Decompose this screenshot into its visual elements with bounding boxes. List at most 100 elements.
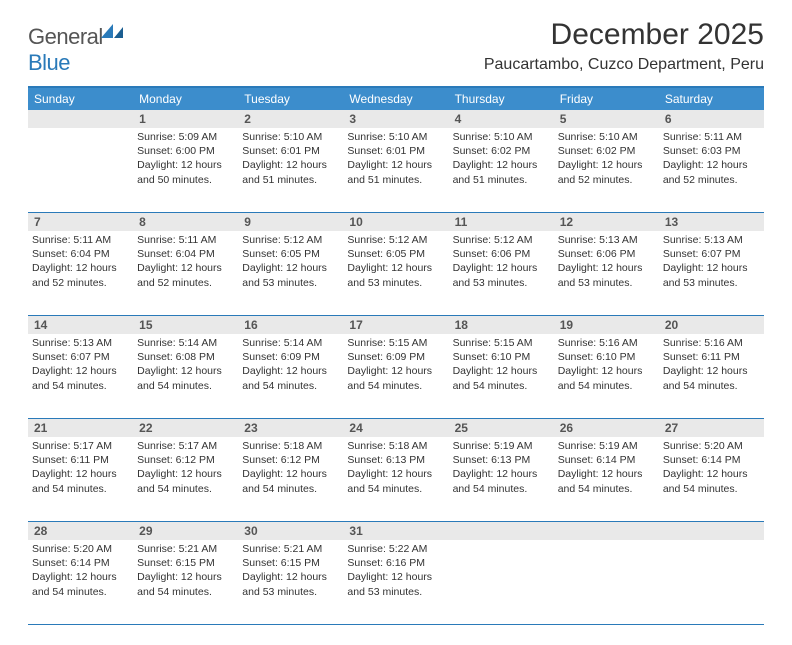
day-number: 20 [659,316,764,334]
day-number-row: 28293031 [28,522,764,540]
week-row: Sunrise: 5:17 AMSunset: 6:11 PMDaylight:… [28,437,764,522]
weekday-header-row: SundayMondayTuesdayWednesdayThursdayFrid… [28,88,764,110]
day-details: Sunrise: 5:10 AMSunset: 6:02 PMDaylight:… [453,130,549,187]
calendar-grid: SundayMondayTuesdayWednesdayThursdayFrid… [28,86,764,625]
logo-text: GeneralBlue [28,24,123,76]
day-cell: Sunrise: 5:10 AMSunset: 6:02 PMDaylight:… [449,128,554,212]
day-details: Sunrise: 5:11 AMSunset: 6:04 PMDaylight:… [32,233,128,290]
calendar-page: GeneralBlue December 2025 Paucartambo, C… [0,0,792,645]
day-details: Sunrise: 5:10 AMSunset: 6:02 PMDaylight:… [558,130,654,187]
day-cell: Sunrise: 5:20 AMSunset: 6:14 PMDaylight:… [28,540,133,624]
weekday-header: Monday [133,88,238,110]
day-cell: Sunrise: 5:10 AMSunset: 6:02 PMDaylight:… [554,128,659,212]
day-details: Sunrise: 5:13 AMSunset: 6:06 PMDaylight:… [558,233,654,290]
day-cell: Sunrise: 5:20 AMSunset: 6:14 PMDaylight:… [659,437,764,521]
day-cell: Sunrise: 5:19 AMSunset: 6:14 PMDaylight:… [554,437,659,521]
month-title: December 2025 [484,18,764,52]
day-cell [554,540,659,624]
week-row: Sunrise: 5:20 AMSunset: 6:14 PMDaylight:… [28,540,764,625]
day-details: Sunrise: 5:18 AMSunset: 6:13 PMDaylight:… [347,439,443,496]
week-row: Sunrise: 5:13 AMSunset: 6:07 PMDaylight:… [28,334,764,419]
day-details: Sunrise: 5:21 AMSunset: 6:15 PMDaylight:… [242,542,338,599]
day-details: Sunrise: 5:10 AMSunset: 6:01 PMDaylight:… [347,130,443,187]
day-number: 5 [554,110,659,128]
day-cell: Sunrise: 5:10 AMSunset: 6:01 PMDaylight:… [343,128,448,212]
weekday-header: Saturday [659,88,764,110]
day-cell: Sunrise: 5:17 AMSunset: 6:12 PMDaylight:… [133,437,238,521]
day-details: Sunrise: 5:13 AMSunset: 6:07 PMDaylight:… [663,233,759,290]
day-number: 1 [133,110,238,128]
day-number-row: 21222324252627 [28,419,764,437]
day-details: Sunrise: 5:15 AMSunset: 6:10 PMDaylight:… [453,336,549,393]
weekday-header: Friday [554,88,659,110]
day-number [449,522,554,540]
day-details: Sunrise: 5:22 AMSunset: 6:16 PMDaylight:… [347,542,443,599]
day-cell: Sunrise: 5:11 AMSunset: 6:04 PMDaylight:… [133,231,238,315]
day-details: Sunrise: 5:17 AMSunset: 6:11 PMDaylight:… [32,439,128,496]
day-cell: Sunrise: 5:10 AMSunset: 6:01 PMDaylight:… [238,128,343,212]
day-number: 31 [343,522,448,540]
day-details: Sunrise: 5:19 AMSunset: 6:14 PMDaylight:… [558,439,654,496]
weekday-header: Tuesday [238,88,343,110]
day-cell: Sunrise: 5:15 AMSunset: 6:09 PMDaylight:… [343,334,448,418]
logo: GeneralBlue [28,24,123,76]
day-number-row: 78910111213 [28,213,764,231]
day-details: Sunrise: 5:12 AMSunset: 6:06 PMDaylight:… [453,233,549,290]
day-cell: Sunrise: 5:11 AMSunset: 6:04 PMDaylight:… [28,231,133,315]
day-cell: Sunrise: 5:18 AMSunset: 6:12 PMDaylight:… [238,437,343,521]
day-cell: Sunrise: 5:16 AMSunset: 6:11 PMDaylight:… [659,334,764,418]
location-label: Paucartambo, Cuzco Department, Peru [484,56,764,74]
day-details: Sunrise: 5:15 AMSunset: 6:09 PMDaylight:… [347,336,443,393]
day-cell: Sunrise: 5:13 AMSunset: 6:06 PMDaylight:… [554,231,659,315]
day-number: 8 [133,213,238,231]
day-number: 25 [449,419,554,437]
day-number [659,522,764,540]
day-number: 16 [238,316,343,334]
logo-sail-icon [101,18,123,32]
day-number: 14 [28,316,133,334]
day-cell: Sunrise: 5:14 AMSunset: 6:09 PMDaylight:… [238,334,343,418]
day-details: Sunrise: 5:11 AMSunset: 6:04 PMDaylight:… [137,233,233,290]
day-number: 12 [554,213,659,231]
day-details: Sunrise: 5:10 AMSunset: 6:01 PMDaylight:… [242,130,338,187]
day-cell: Sunrise: 5:12 AMSunset: 6:06 PMDaylight:… [449,231,554,315]
day-details: Sunrise: 5:17 AMSunset: 6:12 PMDaylight:… [137,439,233,496]
day-number: 28 [28,522,133,540]
logo-word2: Blue [28,50,70,75]
day-details: Sunrise: 5:19 AMSunset: 6:13 PMDaylight:… [453,439,549,496]
day-cell: Sunrise: 5:12 AMSunset: 6:05 PMDaylight:… [343,231,448,315]
day-cell: Sunrise: 5:16 AMSunset: 6:10 PMDaylight:… [554,334,659,418]
day-cell: Sunrise: 5:13 AMSunset: 6:07 PMDaylight:… [28,334,133,418]
day-number: 9 [238,213,343,231]
week-row: Sunrise: 5:11 AMSunset: 6:04 PMDaylight:… [28,231,764,316]
day-cell: Sunrise: 5:21 AMSunset: 6:15 PMDaylight:… [238,540,343,624]
day-number: 19 [554,316,659,334]
day-cell: Sunrise: 5:19 AMSunset: 6:13 PMDaylight:… [449,437,554,521]
day-number: 3 [343,110,448,128]
day-number: 7 [28,213,133,231]
day-cell: Sunrise: 5:09 AMSunset: 6:00 PMDaylight:… [133,128,238,212]
day-details: Sunrise: 5:16 AMSunset: 6:10 PMDaylight:… [558,336,654,393]
title-block: December 2025 Paucartambo, Cuzco Departm… [484,18,764,74]
day-number: 10 [343,213,448,231]
weekday-header: Thursday [449,88,554,110]
day-cell: Sunrise: 5:15 AMSunset: 6:10 PMDaylight:… [449,334,554,418]
day-cell: Sunrise: 5:14 AMSunset: 6:08 PMDaylight:… [133,334,238,418]
day-number: 27 [659,419,764,437]
day-number: 15 [133,316,238,334]
day-details: Sunrise: 5:14 AMSunset: 6:09 PMDaylight:… [242,336,338,393]
day-number: 22 [133,419,238,437]
day-number: 13 [659,213,764,231]
day-number: 11 [449,213,554,231]
day-details: Sunrise: 5:13 AMSunset: 6:07 PMDaylight:… [32,336,128,393]
day-cell: Sunrise: 5:21 AMSunset: 6:15 PMDaylight:… [133,540,238,624]
day-number-row: 14151617181920 [28,316,764,334]
day-number: 18 [449,316,554,334]
day-cell: Sunrise: 5:22 AMSunset: 6:16 PMDaylight:… [343,540,448,624]
day-number: 23 [238,419,343,437]
weekday-header: Sunday [28,88,133,110]
day-cell [449,540,554,624]
day-details: Sunrise: 5:16 AMSunset: 6:11 PMDaylight:… [663,336,759,393]
day-number: 21 [28,419,133,437]
day-number [554,522,659,540]
